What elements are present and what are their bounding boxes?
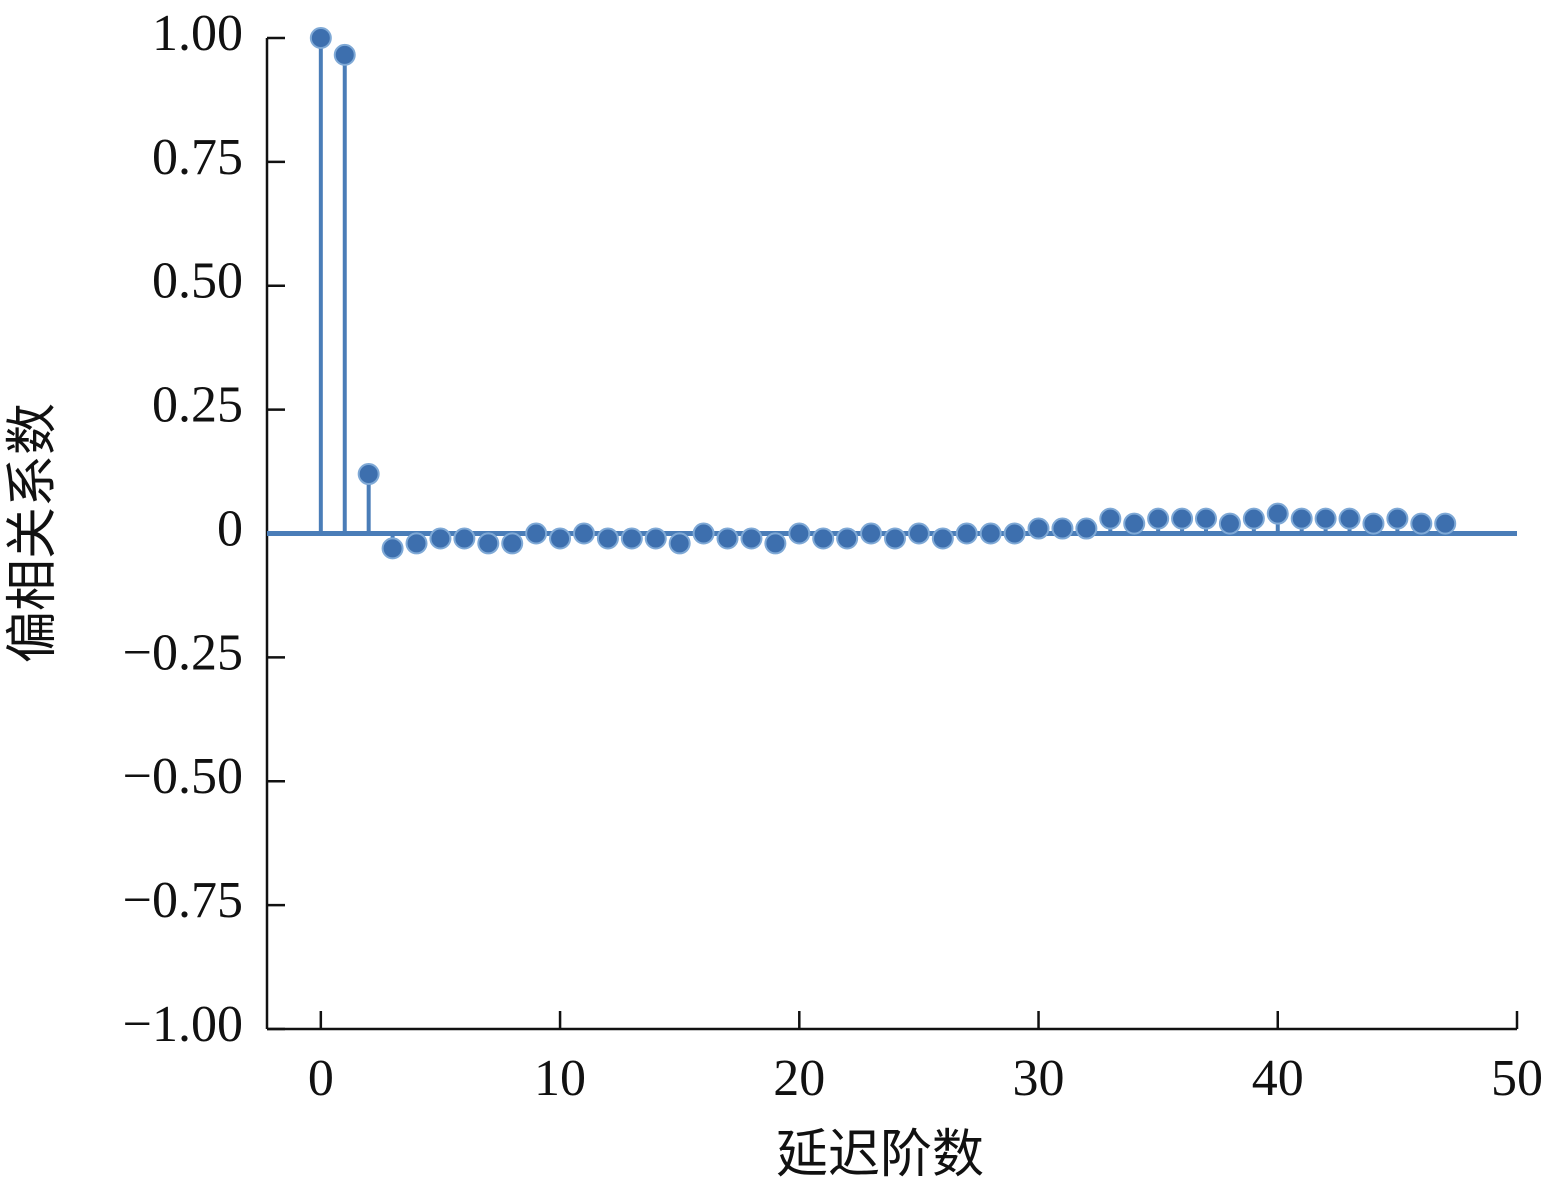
stem-marker xyxy=(812,527,835,550)
stem-marker xyxy=(1027,517,1050,540)
stem-marker xyxy=(1410,512,1433,535)
y-tick-label: −0.25 xyxy=(123,624,243,681)
stem-marker xyxy=(525,522,548,545)
x-axis-label: 延迟阶数 xyxy=(776,1127,984,1184)
y-tick-label: 1.00 xyxy=(152,5,243,62)
y-tick-label: 0.25 xyxy=(152,377,243,434)
stem-marker xyxy=(501,532,524,555)
stem-marker xyxy=(1242,507,1265,530)
x-tick-label: 20 xyxy=(773,1050,825,1107)
stem-marker xyxy=(764,532,787,555)
stem-marker xyxy=(979,522,1002,545)
stem-marker xyxy=(357,463,380,486)
x-tick-label: 30 xyxy=(1013,1050,1065,1107)
x-tick-label: 50 xyxy=(1491,1050,1543,1107)
stem-marker xyxy=(1218,512,1241,535)
x-tick-label: 10 xyxy=(534,1050,586,1107)
stem-marker xyxy=(381,537,404,560)
stem-marker xyxy=(836,527,859,550)
stem-marker xyxy=(1362,512,1385,535)
stem-marker xyxy=(1171,507,1194,530)
stem-marker xyxy=(1123,512,1146,535)
stem-marker xyxy=(572,522,595,545)
stem-marker xyxy=(907,522,930,545)
stem-marker xyxy=(1290,507,1313,530)
stem-marker xyxy=(692,522,715,545)
stem-marker xyxy=(1314,507,1337,530)
stem-marker xyxy=(1266,502,1289,525)
stem-marker xyxy=(1051,517,1074,540)
stem-marker xyxy=(405,532,428,555)
stem-marker xyxy=(429,527,452,550)
y-tick-label: −0.50 xyxy=(123,748,243,805)
y-tick-label: 0.50 xyxy=(152,253,243,310)
y-tick-label: 0 xyxy=(217,500,243,557)
stem-marker xyxy=(860,522,883,545)
stem-marker xyxy=(1147,507,1170,530)
stem-marker xyxy=(1075,517,1098,540)
x-tick-label: 40 xyxy=(1252,1050,1304,1107)
x-tick-label: 0 xyxy=(308,1050,334,1107)
stem-marker xyxy=(668,532,691,555)
stem-marker xyxy=(549,527,572,550)
stem-marker xyxy=(931,527,954,550)
stem-marker xyxy=(620,527,643,550)
y-tick-label: 0.75 xyxy=(152,129,243,186)
y-tick-label: −1.00 xyxy=(123,996,243,1053)
stem-marker xyxy=(1386,507,1409,530)
stem-marker xyxy=(883,527,906,550)
stem-marker xyxy=(1434,512,1457,535)
stem-marker xyxy=(955,522,978,545)
stem-marker xyxy=(788,522,811,545)
y-axis-label: 偏相关系数 xyxy=(5,403,62,663)
stem-marker xyxy=(477,532,500,555)
stem-marker xyxy=(740,527,763,550)
y-tick-label: −0.75 xyxy=(123,872,243,929)
stem-marker xyxy=(1003,522,1026,545)
stem-marker xyxy=(596,527,619,550)
stem-marker xyxy=(309,27,332,49)
stem-marker xyxy=(1338,507,1361,530)
stem-marker xyxy=(1194,507,1217,530)
stem-marker xyxy=(1099,507,1122,530)
stem-marker xyxy=(333,43,356,66)
stem-marker xyxy=(716,527,739,550)
stem-marker xyxy=(453,527,476,550)
stem-marker xyxy=(644,527,667,550)
